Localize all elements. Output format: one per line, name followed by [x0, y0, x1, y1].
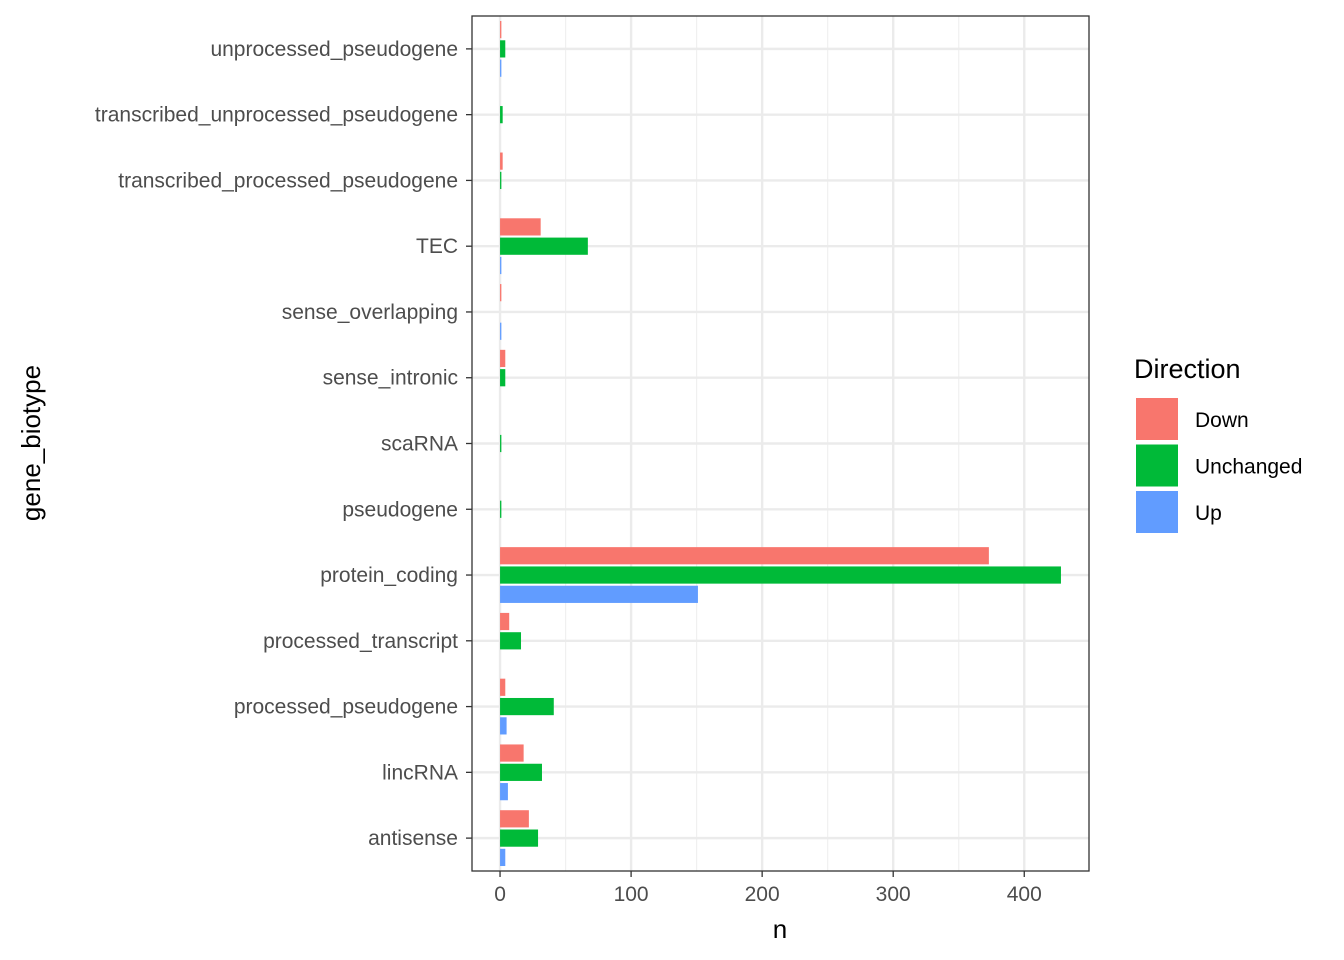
legend: Direction Down Unchanged Up	[1134, 354, 1302, 533]
bar-unchanged-tec	[500, 237, 588, 255]
y-tick-label: scaRNA	[381, 433, 458, 456]
legend-key-unchanged	[1136, 444, 1178, 487]
bar-unchanged-processed-transcript	[500, 632, 522, 650]
bar-up-antisense	[500, 848, 506, 867]
y-tick-label: sense_overlapping	[282, 301, 458, 324]
bar-unchanged-protein-coding	[500, 566, 1061, 584]
x-axis: 0 100 200 300 400	[494, 871, 1042, 906]
x-tick-label: 300	[876, 883, 911, 906]
bar-up-sense-overlapping	[500, 322, 502, 340]
x-tick-label: 200	[745, 883, 780, 906]
bar-down-antisense	[500, 810, 529, 828]
bar-unchanged-antisense	[500, 829, 539, 847]
legend-key-down	[1136, 398, 1178, 440]
bar-unchanged-transcribed-unprocessed-pseudogene	[500, 106, 503, 124]
y-tick-label: TEC	[416, 235, 458, 258]
y-tick-label: lincRNA	[382, 761, 458, 784]
y-tick-label: transcribed_processed_pseudogene	[118, 169, 458, 192]
legend-label-unchanged: Unchanged	[1195, 456, 1302, 479]
legend-key-up	[1136, 491, 1178, 533]
y-axis: antisense lincRNA processed_pseudogene proc…	[95, 38, 472, 850]
y-tick-label: processed_pseudogene	[234, 696, 458, 719]
bar-up-protein-coding	[500, 585, 698, 603]
y-tick-label: processed_transcript	[263, 630, 458, 653]
legend-label-down: Down	[1195, 409, 1249, 432]
bar-down-sense-intronic	[500, 349, 506, 368]
x-tick-label: 100	[614, 883, 649, 906]
bar-down-tec	[500, 218, 541, 236]
bar-unchanged-sense-intronic	[500, 369, 506, 387]
bar-down-lincrna	[500, 744, 524, 762]
x-tick-label: 0	[494, 883, 506, 906]
bar-down-sense-overlapping	[500, 284, 502, 302]
bar-up-unprocessed-pseudogene	[500, 59, 502, 77]
legend-title: Direction	[1134, 354, 1241, 384]
bars	[500, 20, 1061, 867]
bar-unchanged-pseudogene	[500, 500, 502, 518]
y-tick-label: transcribed_unprocessed_pseudogene	[95, 104, 458, 127]
bar-down-processed-pseudogene	[500, 678, 506, 696]
y-axis-title: gene_biotype	[16, 365, 46, 521]
legend-items: Down Unchanged Up	[1136, 398, 1302, 533]
legend-label-up: Up	[1195, 502, 1222, 525]
bar-up-tec	[500, 256, 502, 275]
bar-unchanged-processed-pseudogene	[500, 697, 554, 716]
y-tick-label: unprocessed_pseudogene	[210, 38, 458, 61]
y-tick-label: antisense	[368, 827, 458, 850]
y-tick-label: pseudogene	[342, 498, 458, 521]
bar-unchanged-scarna	[500, 434, 502, 453]
bar-up-processed-pseudogene	[500, 717, 507, 735]
bar-down-transcribed-processed-pseudogene	[500, 152, 503, 170]
major-gridlines	[472, 16, 1089, 871]
bar-up-lincrna	[500, 783, 508, 801]
bar-down-protein-coding	[500, 547, 989, 565]
x-tick-label: 400	[1007, 883, 1042, 906]
bar-unchanged-transcribed-processed-pseudogene	[500, 171, 502, 190]
y-tick-label: sense_intronic	[323, 367, 458, 390]
x-axis-title: n	[773, 914, 787, 944]
bar-down-unprocessed-pseudogene	[500, 20, 502, 39]
y-tick-label: protein_coding	[320, 564, 458, 587]
bar-unchanged-unprocessed-pseudogene	[500, 40, 506, 58]
bar-unchanged-lincrna	[500, 763, 542, 781]
bar-down-processed-transcript	[500, 612, 510, 631]
